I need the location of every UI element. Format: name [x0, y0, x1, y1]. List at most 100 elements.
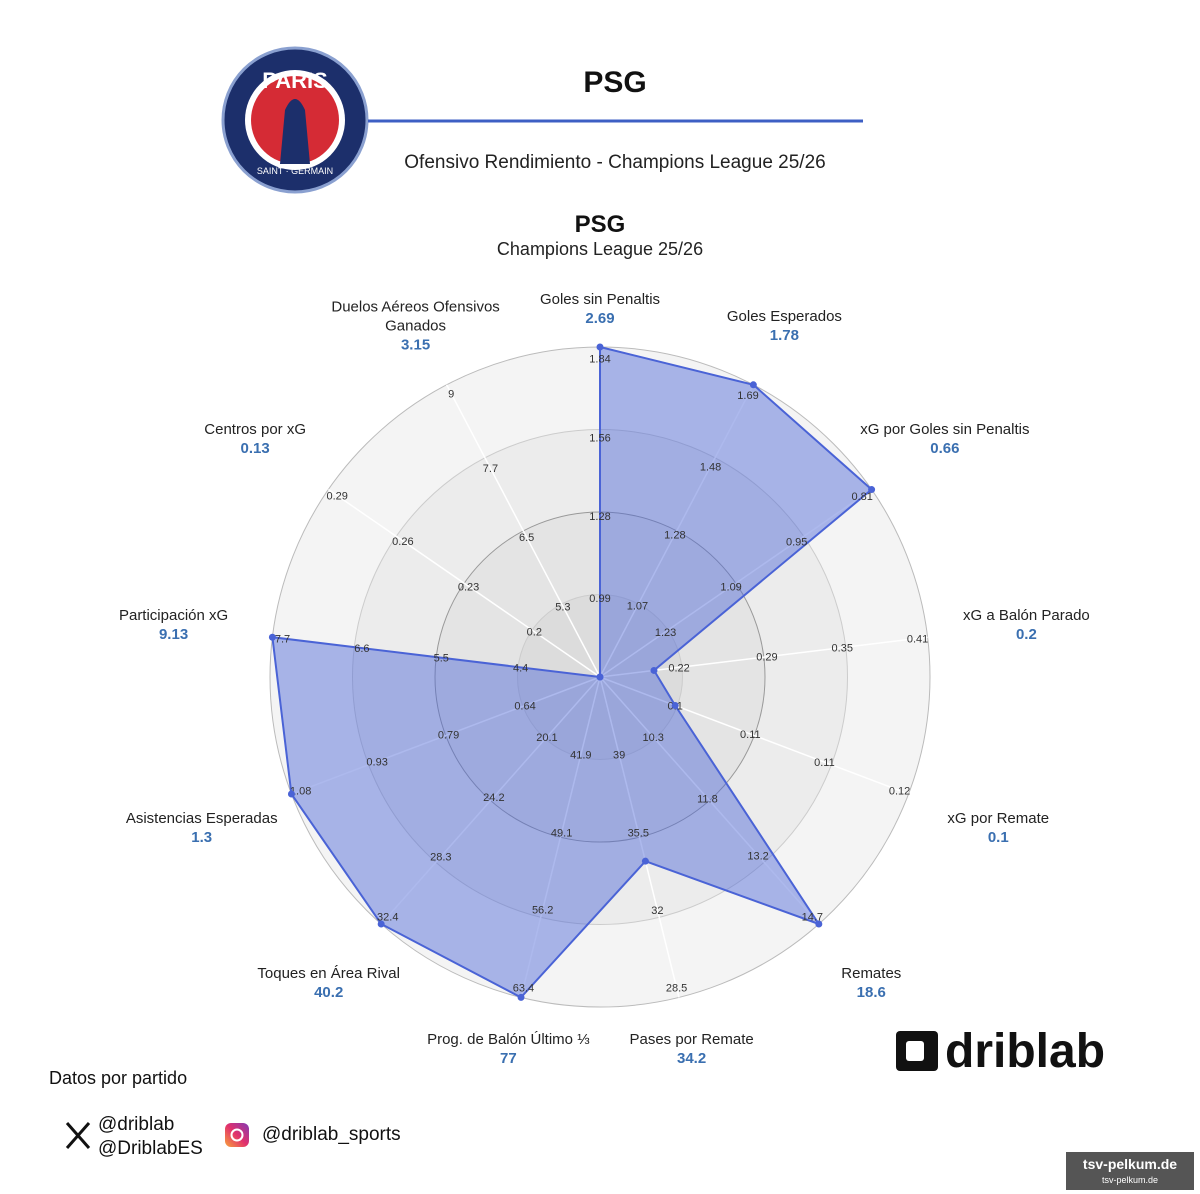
axis-name: xG por Remate [947, 810, 1050, 828]
axis-value: 0.13 [240, 439, 270, 457]
r-tick-label: 5.3 [555, 601, 570, 613]
radar-point [868, 486, 876, 494]
r-tick-label: 24.2 [483, 792, 504, 804]
radar-point [671, 702, 679, 710]
axis-label: Participación xG 9.13 [74, 606, 274, 644]
axis-value: 34.2 [677, 1049, 707, 1067]
axis-name: xG por Goles sin Penaltis [860, 420, 1030, 438]
r-tick-label: 0.79 [438, 729, 459, 741]
spoke [599, 676, 909, 795]
axis-label: Remates 18.6 [771, 964, 971, 1002]
r-tick-label: 0.23 [458, 581, 479, 593]
header-title: PSG [583, 66, 646, 99]
axis-label: Goles sin Penaltis 2.69 [500, 290, 700, 328]
r-tick-label: 1.69 [737, 390, 758, 402]
axis-label: Goles Esperados 1.78 [684, 307, 884, 345]
r-tick-label: 0.95 [786, 536, 807, 548]
spoke [327, 488, 601, 678]
r-tick-label: 0.93 [366, 757, 387, 769]
radar-point [641, 857, 649, 865]
r-tick-label: 35.5 [628, 827, 649, 839]
r-tick-label: 39 [613, 750, 625, 762]
twitter-handle: @driblab [98, 1114, 175, 1135]
spoke [599, 676, 820, 925]
r-tick-label: 1.07 [627, 601, 648, 613]
r-tick-label: 0.11 [740, 729, 761, 741]
brand-text: driblab [945, 1025, 1105, 1078]
chart-title: PSG [575, 211, 626, 238]
spoke [380, 676, 601, 925]
watermark-box [1066, 1152, 1194, 1190]
axis-name: Participación xG [118, 607, 229, 625]
instagram-icon [225, 1123, 249, 1147]
axis-name: xG a Balón Parado [963, 607, 1090, 625]
axis-value: 1.78 [769, 326, 799, 344]
r-tick-label: 1.28 [664, 529, 685, 541]
r-tick-label: 28.5 [666, 983, 687, 995]
footer-note: Datos por partido [49, 1068, 188, 1088]
radar-point [815, 920, 823, 928]
r-tick-label: 49.1 [551, 828, 572, 840]
radar-point [377, 920, 385, 928]
radar-point [596, 673, 604, 681]
r-tick-label: 56.2 [532, 905, 553, 917]
r-tick-label: 10.3 [642, 732, 663, 744]
r-tick-label: 1.09 [720, 582, 741, 594]
axis-name: Goles sin Penaltis [539, 291, 661, 308]
instagram-handle: @driblab_sports [262, 1124, 401, 1145]
r-tick-label: 0.81 [852, 491, 873, 503]
axis-value: 40.2 [314, 984, 344, 1002]
r-tick-label: 5.5 [434, 653, 449, 665]
axis-name: Prog. de Balón Último ⅓ [427, 1030, 590, 1048]
r-tick-label: 0.64 [514, 700, 535, 712]
axis-label: Duelos Aéreos Ofensivos Ganados 3.15 [316, 297, 516, 354]
axis-label: xG por Goles sin Penaltis 0.66 [845, 420, 1045, 458]
r-tick-label: 63.4 [513, 983, 534, 995]
radar-point [650, 666, 658, 674]
r-tick-label: 0.29 [326, 491, 347, 503]
r-tick-label: 0.11 [814, 757, 835, 769]
axis-value: 77 [500, 1049, 517, 1067]
r-tick-label: 6.5 [519, 532, 534, 544]
axis-label: Toques en Área Rival 40.2 [229, 964, 429, 1002]
brand-logo: driblab [896, 1025, 1105, 1078]
r-tick-label: 20.1 [536, 732, 557, 744]
axis-label: Asistencias Esperadas 1.3 [102, 809, 302, 847]
r-tick-label: 0.22 [668, 662, 689, 674]
r-tick-label: 0.29 [756, 652, 777, 664]
axis-value: 1.3 [191, 829, 213, 847]
twitter-handle: @DriblabES [98, 1138, 203, 1159]
spoke [291, 676, 601, 795]
axis-name: Pases por Remate [629, 1030, 754, 1048]
radar-point [268, 633, 276, 641]
r-tick-label: 1.08 [290, 786, 311, 798]
axis-label: Centros por xG 0.13 [155, 420, 355, 458]
header-subtitle: Ofensivo Rendimiento - Champions League … [404, 152, 825, 173]
r-tick-label: 4.4 [513, 662, 528, 674]
spoke [599, 384, 755, 678]
r-tick-label: 41.9 [570, 750, 591, 762]
axis-name: Centros por xG [204, 420, 306, 438]
r-tick-label: 1.28 [589, 511, 610, 523]
axis-name: Asistencias Esperadas [125, 810, 278, 828]
r-tick-label: 1.23 [655, 627, 676, 639]
spoke [445, 384, 601, 678]
r-tick-label: 7.7 [275, 633, 290, 645]
r-tick-label: 0.12 [889, 786, 910, 798]
watermark: tsv-pelkum.de [1083, 1156, 1177, 1172]
r-tick-label: 1.84 [589, 353, 610, 365]
logo-text: SAINT · GERMAIN [257, 166, 333, 176]
logo-text: PARIS [262, 68, 328, 93]
axis-value: 18.6 [856, 984, 886, 1002]
watermark: tsv-pelkum.de [1102, 1175, 1158, 1185]
r-tick-label: 14.7 [802, 912, 823, 924]
spoke [599, 488, 873, 678]
radar-point [749, 381, 757, 389]
axis-name: Remates [841, 965, 902, 983]
r-tick-label: 32 [651, 905, 663, 917]
r-tick-label: 0.2 [527, 627, 542, 639]
axis-label: xG por Remate 0.1 [898, 809, 1098, 847]
radar-point [287, 790, 295, 798]
r-tick-label: 0.99 [589, 593, 610, 605]
